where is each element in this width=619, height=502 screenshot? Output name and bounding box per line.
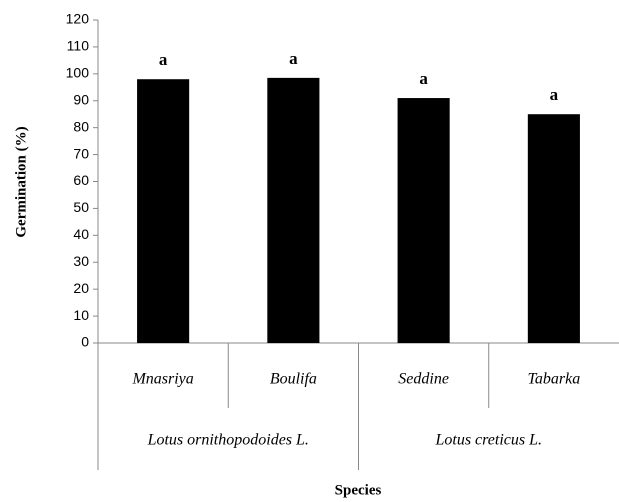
y-tick-label: 20 [73,280,89,296]
y-tick-label: 90 [73,91,89,107]
y-axis-title: Germination (%) [13,126,29,237]
y-tick-label: 30 [73,253,89,269]
y-tick-label: 50 [73,199,89,215]
group-label: Lotus creticus L. [434,432,542,449]
bar-annotation: a [289,49,298,68]
y-tick-label: 70 [73,145,89,161]
bar [397,98,450,343]
y-tick-label: 0 [81,334,89,350]
bar-annotation: a [159,50,168,69]
x-tick-label: Seddine [398,371,449,388]
x-tick-label: Mnasriya [131,371,193,388]
bar [267,77,320,343]
y-tick-label: 100 [66,65,90,81]
y-tick-label: 40 [73,226,89,242]
bar [527,114,580,343]
bar-annotation: a [419,69,428,88]
y-tick-label: 60 [73,172,89,188]
x-tick-label: Boulifa [270,371,317,388]
x-axis-title: Species [335,482,382,498]
group-label: Lotus ornithopodoides L. [147,432,309,449]
y-tick-label: 120 [66,11,90,27]
bar-annotation: a [550,85,559,104]
y-tick-label: 80 [73,118,89,134]
x-tick-label: Tabarka [527,371,580,388]
y-tick-label: 10 [73,307,89,323]
y-tick-label: 110 [67,38,90,54]
bar [137,79,190,343]
